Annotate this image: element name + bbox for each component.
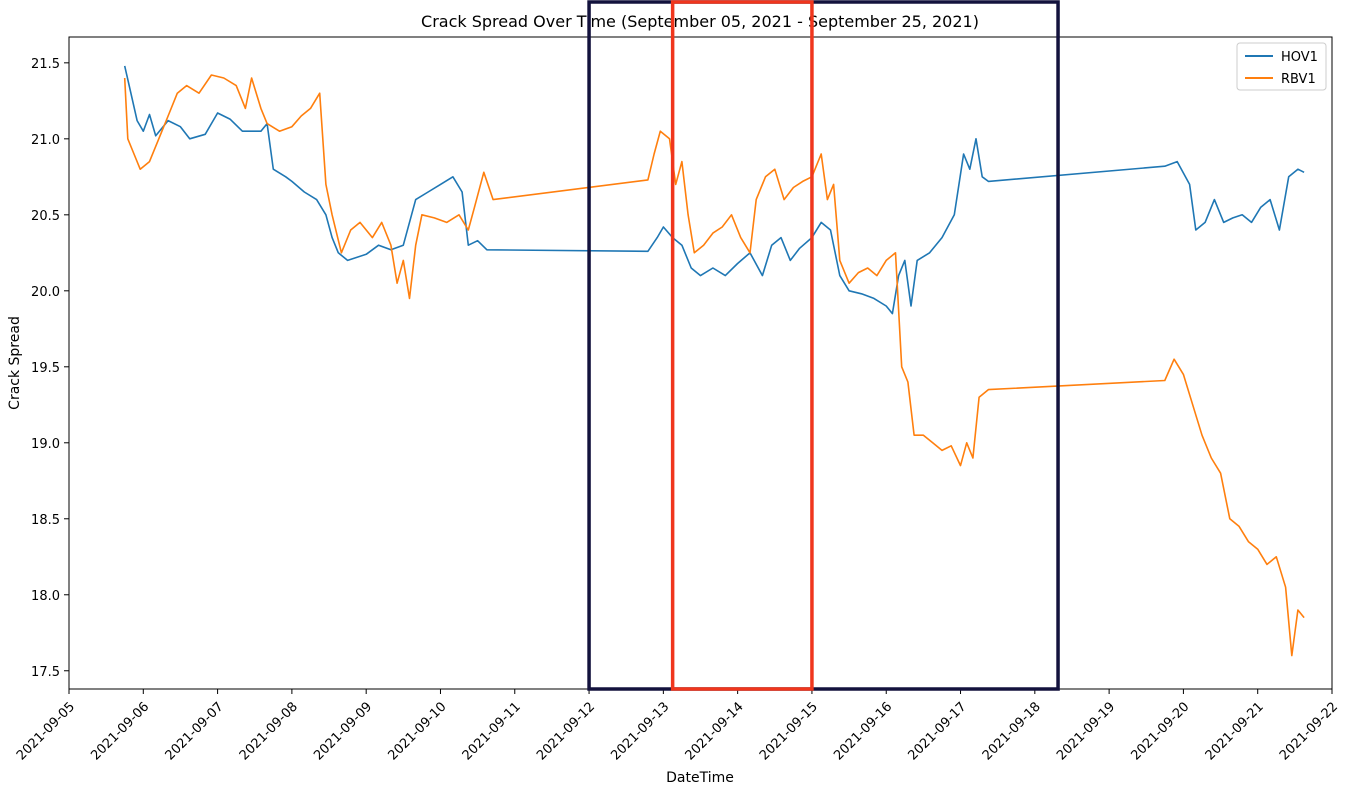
y-tick-label: 19.5 bbox=[31, 361, 60, 376]
x-tick-label: 2021-09-22 bbox=[1277, 699, 1341, 763]
x-tick-label: 2021-09-15 bbox=[757, 699, 821, 763]
x-tick-label: 2021-09-08 bbox=[237, 699, 301, 763]
legend-label-rbv1: RBV1 bbox=[1281, 72, 1316, 87]
y-tick-label: 19.0 bbox=[31, 437, 60, 452]
y-tick-label: 18.5 bbox=[31, 513, 60, 528]
series-line-rbv1 bbox=[123, 74, 1305, 657]
x-tick-label: 2021-09-07 bbox=[163, 699, 227, 763]
series-line-hov1 bbox=[123, 65, 1305, 315]
x-tick-label: 2021-09-19 bbox=[1054, 699, 1118, 763]
x-tick-label: 2021-09-18 bbox=[980, 699, 1044, 763]
x-tick-label: 2021-09-20 bbox=[1128, 699, 1192, 763]
highlight-box-1 bbox=[587, 0, 1060, 691]
plot-area bbox=[68, 36, 1333, 690]
y-tick-label: 18.0 bbox=[31, 589, 60, 604]
y-tick-label: 17.5 bbox=[31, 665, 60, 680]
x-tick-label: 2021-09-14 bbox=[683, 699, 747, 763]
highlight-layer bbox=[587, 0, 1060, 691]
x-axis: 2021-09-05 2021-09-06 2021-09-07 2021-09-08… bbox=[14, 689, 1341, 763]
x-tick-label: 2021-09-21 bbox=[1203, 699, 1267, 763]
highlight-box-2 bbox=[670, 0, 814, 691]
x-axis-title: DateTime bbox=[666, 770, 734, 786]
x-tick-label: 2021-09-12 bbox=[534, 699, 598, 763]
y-tick-label: 20.5 bbox=[31, 209, 60, 224]
y-tick-label: 21.0 bbox=[31, 133, 60, 148]
series-layer bbox=[123, 65, 1305, 657]
y-axis: 17.5 18.0 18.5 19.0 19.5 20.0 20.5 21.0 21.5 bbox=[31, 57, 69, 680]
legend-label-hov1: HOV1 bbox=[1281, 50, 1318, 65]
x-tick-label: 2021-09-13 bbox=[608, 699, 672, 763]
x-tick-label: 2021-09-09 bbox=[311, 699, 375, 763]
x-tick-label: 2021-09-05 bbox=[14, 699, 78, 763]
y-axis-title: Crack Spread bbox=[7, 316, 23, 410]
x-tick-label: 2021-09-17 bbox=[906, 699, 970, 763]
x-tick-label: 2021-09-06 bbox=[88, 699, 152, 763]
y-tick-label: 20.0 bbox=[31, 285, 60, 300]
x-tick-label: 2021-09-16 bbox=[831, 699, 895, 763]
x-tick-label: 2021-09-10 bbox=[385, 699, 449, 763]
legend: HOV1 RBV1 bbox=[1236, 42, 1327, 91]
x-tick-label: 2021-09-11 bbox=[460, 699, 524, 763]
chart-title: Crack Spread Over Time (September 05, 20… bbox=[421, 12, 979, 31]
y-tick-label: 21.5 bbox=[31, 57, 60, 72]
